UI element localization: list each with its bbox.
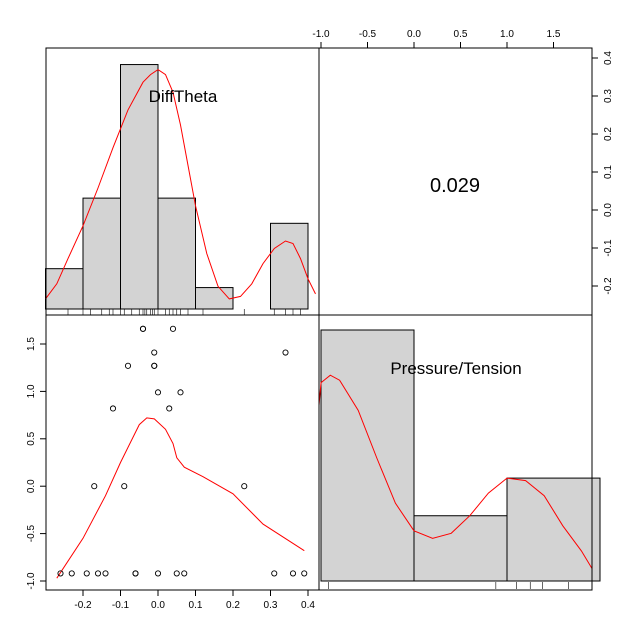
tick-label: 0.0	[603, 203, 614, 217]
scatter-point	[181, 570, 188, 577]
histogram-difftheta-bars	[45, 64, 309, 310]
scatter-point	[241, 483, 248, 490]
scatter-point	[151, 362, 158, 369]
scatter-point	[154, 389, 162, 396]
histogram-bar	[270, 222, 309, 310]
tick-label: -1.0	[26, 572, 37, 590]
scatter-point	[132, 570, 139, 577]
tick-label: 0.0	[407, 29, 421, 40]
scatter-point	[68, 570, 75, 577]
tick-label: 1.5	[26, 337, 37, 351]
panel-scatter	[45, 314, 320, 591]
scatter-point	[124, 362, 132, 369]
scatter-point	[154, 570, 162, 577]
tick-label: 0.0	[26, 479, 37, 493]
correlation-value: 0.029	[430, 175, 480, 197]
histogram-bar	[506, 477, 601, 582]
axis-right: -0.2 -0.1 0.0 0.1 0.2 0.3 0.4	[591, 51, 614, 295]
axis-bottom: -0.2 -0.1 0.0 0.1 0.2 0.3 0.4	[74, 589, 315, 611]
tick-label: 0.4	[301, 600, 315, 611]
panel-difftheta-histogram: DiffTheta	[45, 47, 320, 316]
histogram-bar	[120, 64, 159, 310]
tick-label: -1.0	[312, 29, 330, 40]
histogram-pressure-bars	[320, 329, 601, 582]
scatter-point	[57, 570, 64, 577]
panel-correlation: 0.029	[318, 47, 593, 316]
tick-label: 0.5	[26, 431, 37, 445]
panel-frame-bottom-right	[318, 314, 593, 591]
scatter-point	[139, 325, 147, 332]
tick-label: 1.0	[500, 29, 514, 40]
scatter-point	[102, 570, 109, 577]
scatter-points	[57, 325, 308, 577]
histogram-bar	[82, 197, 121, 310]
density-line-pressure	[318, 374, 593, 579]
histogram-bar	[157, 197, 196, 310]
histogram-bar	[45, 268, 84, 310]
scatter-point	[151, 349, 158, 356]
scatter-point	[282, 349, 289, 356]
variable-label-pressure: Pressure/Tension	[390, 359, 521, 378]
histogram-bar	[413, 515, 508, 582]
scatter-point	[166, 405, 173, 412]
scatter-point	[289, 570, 297, 577]
scatter-point	[271, 570, 278, 577]
scatter-point	[83, 570, 90, 577]
scatter-point	[94, 570, 102, 577]
histogram-bar	[195, 287, 234, 310]
tick-label: -0.5	[26, 525, 37, 543]
tick-label: 0.5	[454, 29, 468, 40]
rug-difftheta	[67, 309, 301, 315]
tick-label: 0.3	[264, 600, 278, 611]
tick-label: 0.4	[603, 51, 614, 65]
tick-label: -0.2	[603, 277, 614, 295]
tick-label: 0.1	[603, 165, 614, 179]
smooth-line	[56, 417, 305, 579]
panel-frame-bottom-left	[45, 314, 320, 591]
axis-left: -1.0 -0.5 0.0 0.5 1.0 1.5	[26, 337, 47, 590]
scatter-point	[301, 570, 308, 577]
tick-label: 1.0	[26, 384, 37, 398]
tick-label: 0.2	[226, 600, 240, 611]
tick-label: 0.1	[189, 600, 203, 611]
tick-label: 0.2	[603, 127, 614, 141]
tick-label: -0.1	[112, 600, 130, 611]
tick-label: -0.1	[603, 239, 614, 257]
scatter-point	[91, 483, 98, 490]
tick-label: 0.3	[603, 89, 614, 103]
variable-label-difftheta: DiffTheta	[149, 87, 218, 106]
scatter-point	[169, 325, 177, 332]
tick-label: -0.2	[74, 600, 92, 611]
rug-pressure	[328, 582, 569, 589]
density-line-difftheta	[45, 68, 316, 300]
scatter-point	[173, 570, 180, 577]
histogram-bar	[320, 329, 415, 582]
scatter-point	[177, 389, 184, 396]
tick-label: 1.5	[547, 29, 561, 40]
axis-top: -1.0 -0.5 0.0 0.5 1.0 1.5	[312, 29, 561, 49]
scatter-point	[121, 483, 128, 490]
scatter-point	[109, 405, 117, 412]
tick-label: 0.0	[151, 600, 165, 611]
tick-label: -0.5	[359, 29, 377, 40]
panel-pressure-histogram: Pressure/Tension	[318, 314, 601, 591]
